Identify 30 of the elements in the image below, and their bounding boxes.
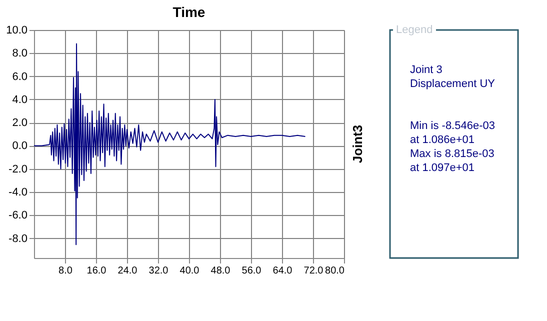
text: Displacement UY: [410, 78, 496, 90]
y-tick-label: 0.0: [12, 140, 28, 152]
x-tick-label: 80.0: [325, 266, 345, 276]
x-tick-label: 72.0: [304, 266, 324, 276]
x-tick-label: 56.0: [242, 266, 262, 276]
y-tick-label: -8.0: [8, 232, 28, 245]
y-tick-label: -6.0: [8, 210, 28, 222]
x-tick-label: 64.0: [272, 266, 293, 276]
x-tick-label: 32.0: [148, 266, 169, 276]
y-tick-label: 10.0: [6, 24, 28, 36]
x-tick-label: 16.0: [86, 266, 107, 276]
y-tick-label: -2.0: [8, 163, 28, 176]
text: at 1.097e+01: [410, 162, 475, 174]
y-tick-label: 4.0: [12, 94, 28, 106]
text: Max is 8.815e-03: [410, 148, 494, 160]
x-tick-label: 24.0: [118, 266, 138, 276]
y-tick-label: -4.0: [8, 186, 28, 199]
y-tick-label: 2.0: [12, 117, 28, 130]
line-series: [34, 43, 306, 246]
text: at 1.086e+01: [410, 134, 475, 146]
text: Min is -8.546e-03: [410, 120, 495, 132]
y2-axis-title: Joint3: [350, 124, 365, 164]
text: Joint 3: [410, 64, 442, 76]
chart-title: Time: [172, 4, 206, 20]
legend-title: Legend: [396, 24, 433, 36]
x-tick-label: 48.0: [210, 266, 231, 276]
x-tick-label: 8.0: [58, 266, 73, 276]
y-tick-label: 6.0: [12, 70, 28, 83]
x-tick-label: 40.0: [180, 266, 200, 276]
y-tick-label: 8.0: [12, 48, 28, 60]
